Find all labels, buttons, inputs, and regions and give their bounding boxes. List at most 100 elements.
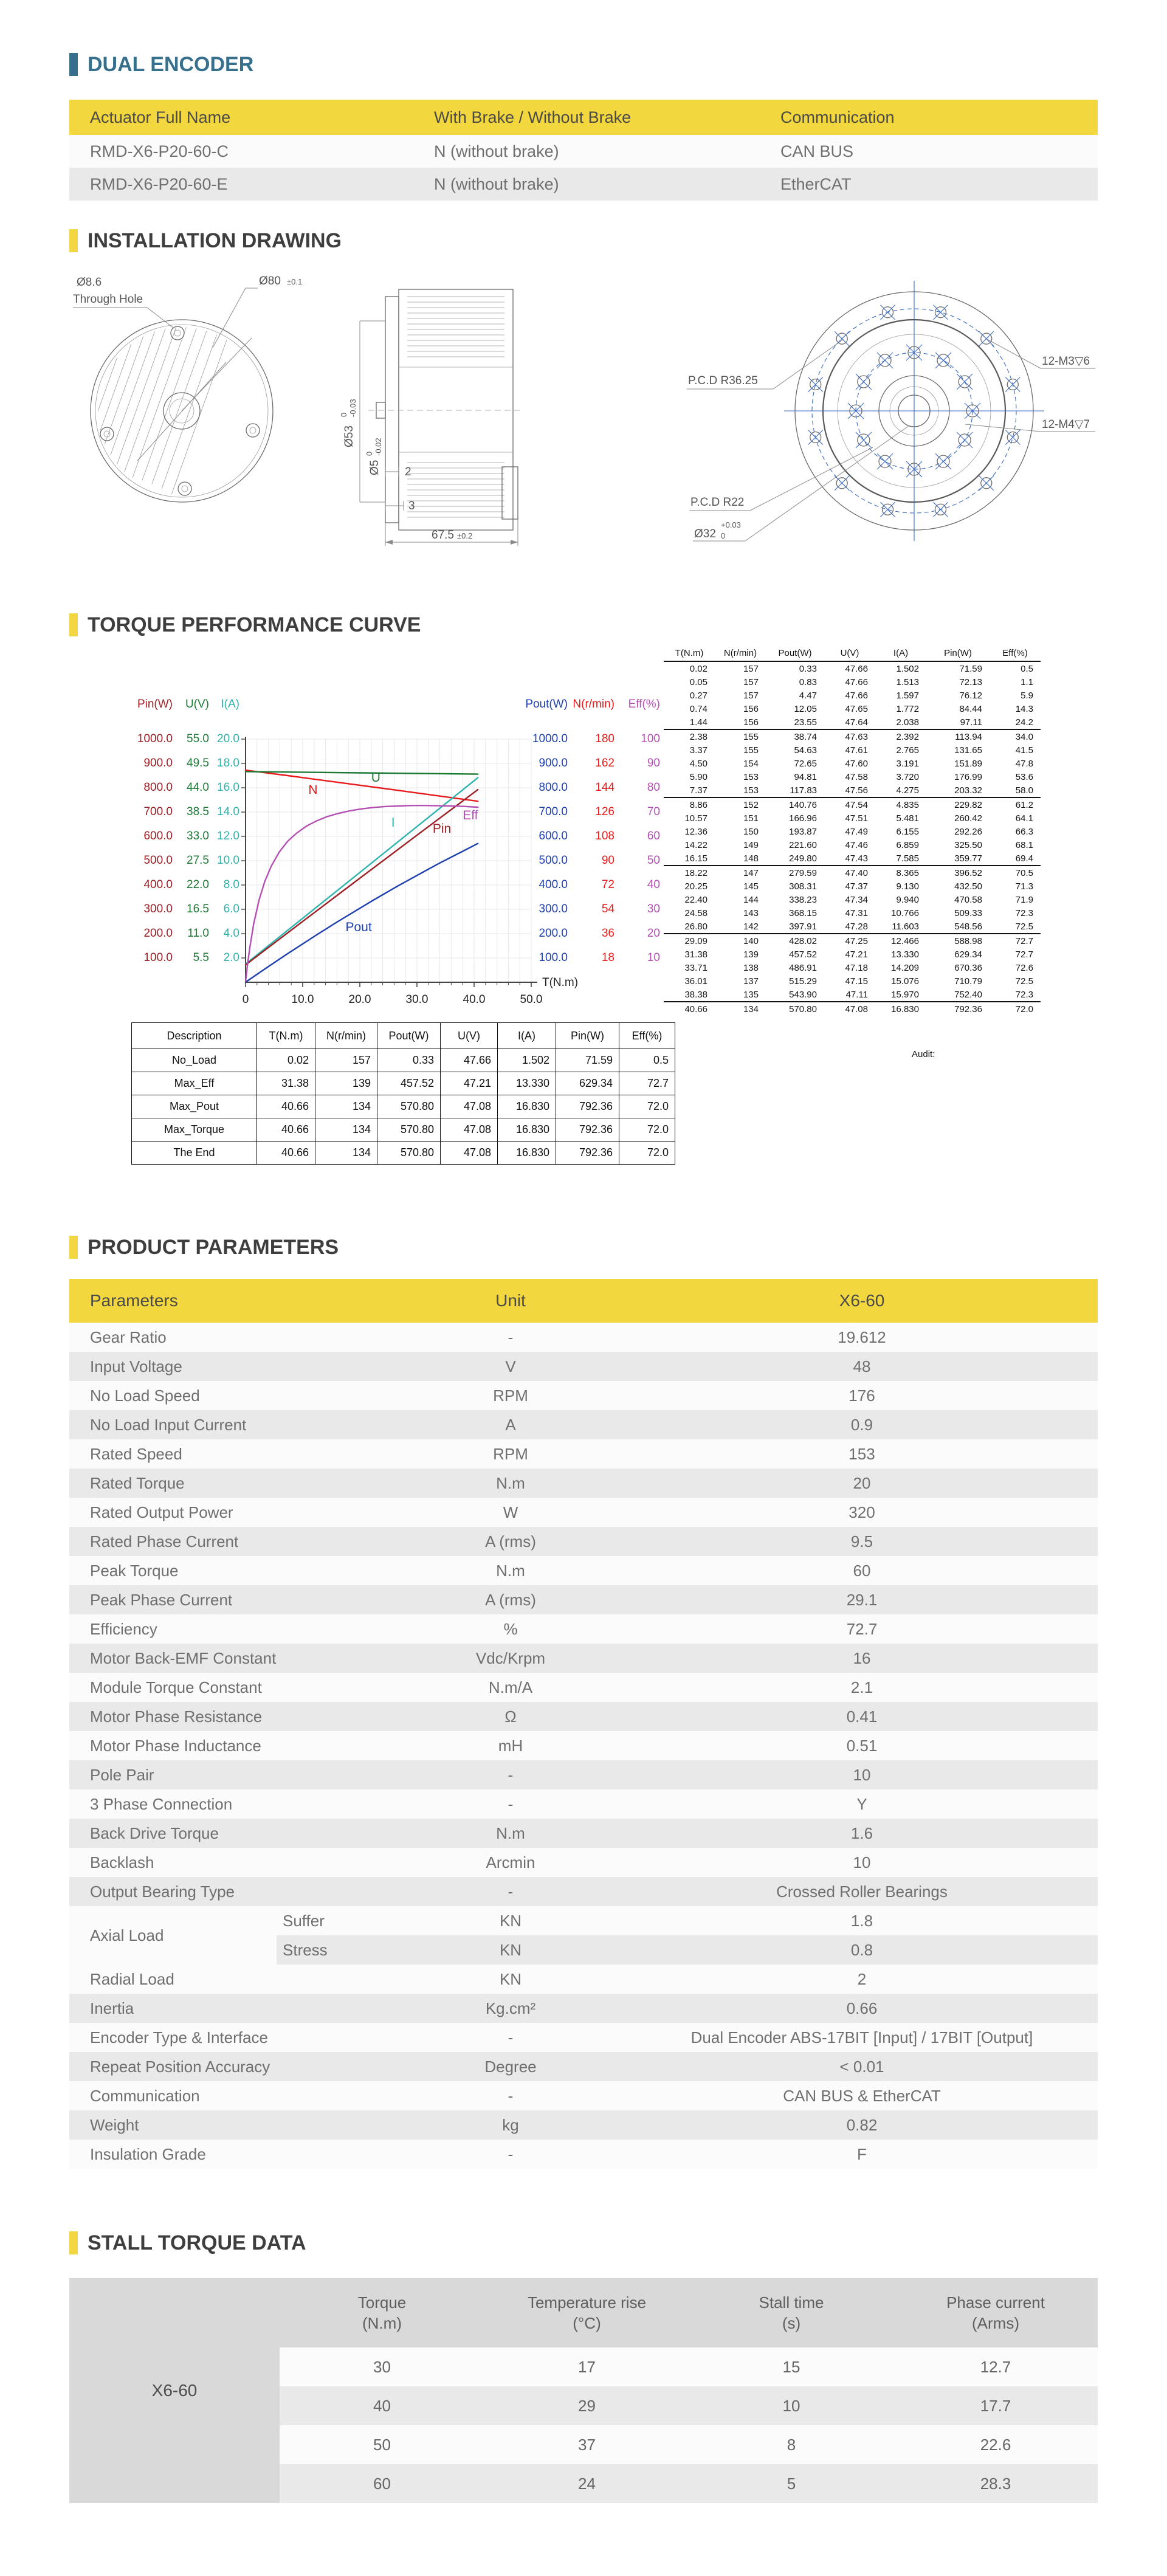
table-cell: 47.54 [845,799,868,810]
dim-label: Ø8.6 [77,276,102,289]
parameter-unit: % [503,1619,518,1638]
table-cell: 10.766 [891,907,919,918]
parameter-value: 72.7 [846,1619,878,1638]
table-row: Backlash Arcmin 10 [69,1848,1098,1877]
table-cell: 629.34 [954,949,982,960]
axis-ticks: 55.0 49.5 44.0 38.5 33.0 27.5 22.0 16.5 11.0 5.5 [187,727,209,970]
table-cell: 0.33 [799,663,817,674]
table-cell: 72.7 [619,1072,675,1095]
parameter-unit: N.m/A [488,1678,533,1696]
parameter-value: 60 [853,1561,871,1580]
installation-drawing: Ø8.6 Through Hole Ø80 ±0.1 [73,275,1095,546]
table-row: Inertia Kg.cm² 0.66 [69,1994,1098,2023]
table-cell: 157 [743,677,759,687]
table-cell: 3.191 [896,758,919,769]
table-cell: 47.66 [440,1049,498,1072]
table-cell: 47.56 [824,783,875,798]
table-row: 0.27 157 4.47 47.66 1.597 76.12 5.9 [664,689,1041,702]
parameter-name: Repeat Position Accuracy [90,2057,270,2076]
parameter-value: Crossed Roller Bearings [776,1882,948,1901]
table-cell: 147 [743,867,759,878]
column-header: Pin(W) [926,647,990,662]
table-cell: 14.209 [891,962,919,973]
table-cell: 47.08 [440,1118,498,1142]
table-cell: 155 [743,731,759,742]
table-cell: 40.66 [256,1095,315,1118]
summary-table: Description T(N.m) N(r/min) Pout(W) U(V) I(A)… [131,1022,675,1165]
dim-label: Ø80 [259,275,281,288]
stall-torque-heading: STALL TORQUE DATA [69,2230,1098,2256]
table-cell: 710.79 [954,976,982,987]
table-header-row: Parameters Unit X6-60 [69,1279,1098,1323]
table-cell: 72.7 [1015,949,1033,960]
parameter-name: Rated Phase Current [90,1532,239,1551]
table-cell: 16.830 [497,1095,556,1118]
axis-tick: 38.5 [187,805,209,818]
table-cell: 150 [743,826,759,837]
axis-tick: 400.0 [539,878,568,891]
table-cell: 30 [373,2357,391,2376]
parameter-unit: RPM [493,1444,528,1463]
model-label: X6-60 [69,2278,280,2503]
table-cell: 152 [743,799,759,810]
parameter-unit: A [505,1415,516,1434]
table-cell: 72.13 [959,677,982,687]
table-cell: 134 [315,1118,377,1142]
table-cell: 9.940 [896,894,919,905]
table-cell: 76.12 [959,690,982,701]
table-cell: 135 [715,988,766,1002]
heading-bar-icon [69,2231,78,2254]
table-cell: 1.772 [896,703,919,714]
table-cell: 792.36 [556,1141,619,1165]
table-cell: 72.3 [1015,907,1033,918]
table-cell: 131.65 [954,745,982,756]
axis-tick: 800.0 [143,781,173,794]
table-cell: 50 [373,2435,391,2454]
table-row: 10.57 151 166.96 47.51 5.481 260.42 64.1 [664,811,1041,825]
axis-tick: 300.0 [143,903,173,915]
parameter-name: Motor Phase Resistance [90,1707,263,1726]
table-cell: 279.59 [789,867,817,878]
table-cell: 9.130 [896,881,919,892]
table-cell: 117.83 [766,783,824,798]
section-dual-encoder: DUAL ENCODER Actuator Full Name With Bra… [69,0,1098,201]
table-cell: 24.2 [990,715,1041,730]
table-cell: 4.47 [799,690,817,701]
table-cell: 249.80 [766,852,824,866]
table-cell: 40.66 [256,1141,315,1165]
axis-ticks: 1000.0 900.0 800.0 700.0 600.0 500.0 400.0 300.… [532,727,568,970]
parameter-name: Communication [90,2086,200,2105]
parameter-value: 1.6 [850,1824,873,1842]
section-installation-drawing: INSTALLATION DRAWING [69,201,1098,557]
table-cell: 137 [743,976,759,987]
table-cell: 397.91 [766,920,824,934]
table-cell: 470.58 [954,894,982,905]
axis-ticks: 1000.0 900.0 800.0 700.0 600.0 500.0 400.0 300.… [137,727,173,970]
table-cell: 72.0 [619,1141,675,1165]
dim-label: 12-M3▽6 [1042,355,1090,368]
parameter-name: Radial Load [90,1969,174,1988]
column-header: Actuator Full Name [69,100,413,135]
table-cell: 149 [743,839,759,850]
axis-title: Pin(W) [137,698,173,711]
table-cell: 2.38 [689,731,707,742]
dim-label: Ø32 [694,528,716,540]
table-cell: RMD-X6-P20-60-E [90,174,228,193]
table-cell: 0.33 [377,1049,441,1072]
heading-bar-icon [69,613,78,636]
table-cell: 61.2 [1015,799,1033,810]
parameter-name: Inertia [90,1999,134,2017]
column-header: N(r/min) [715,647,766,662]
axis-tick: 180 [595,732,614,745]
audit-label: Audit: [912,1049,935,1059]
table-row: 31.38 139 457.52 47.21 13.330 629.34 72.7 [664,948,1041,961]
table-cell: 47.21 [440,1072,498,1095]
table-cell: 0.02 [689,663,707,674]
axis-ticks: 20.0 18.0 16.0 14.0 12.0 10.0 8.0 6.0 4.0 2.0 [217,727,239,970]
table-cell: 3.37 [689,745,707,756]
parameter-unit: W [503,1503,518,1521]
table-cell: 8 [787,2435,796,2454]
parameter-value: < 0.01 [839,2057,884,2076]
dim-tolerance: -0.02 [374,438,383,456]
table-cell: 144 [743,894,759,905]
